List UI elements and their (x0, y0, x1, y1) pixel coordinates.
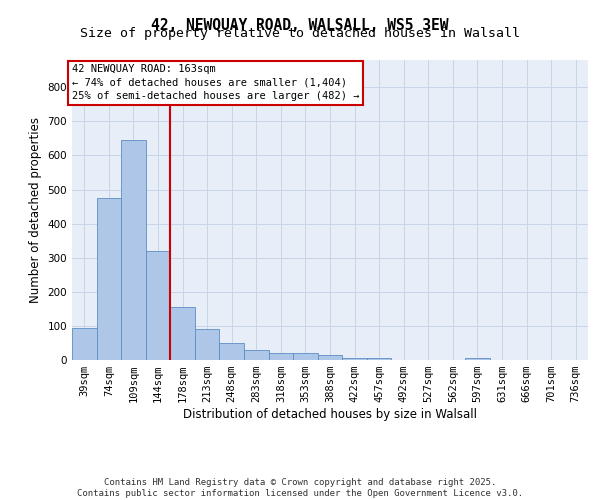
Bar (72, 328, 97, 360)
Bar (170, 307, 195, 360)
Bar (121, 140, 146, 360)
Bar (195, 328, 220, 360)
Bar (318, 355, 342, 360)
Bar (220, 343, 244, 360)
Y-axis label: Number of detached properties: Number of detached properties (29, 117, 42, 303)
Bar (97, 198, 121, 360)
Bar (367, 358, 391, 360)
Text: 42 NEWQUAY ROAD: 163sqm
← 74% of detached houses are smaller (1,404)
25% of semi: 42 NEWQUAY ROAD: 163sqm ← 74% of detache… (72, 64, 359, 101)
Bar (465, 358, 490, 360)
Text: 42, NEWQUAY ROAD, WALSALL, WS5 3EW: 42, NEWQUAY ROAD, WALSALL, WS5 3EW (151, 18, 449, 32)
Bar (293, 353, 318, 360)
Text: Size of property relative to detached houses in Walsall: Size of property relative to detached ho… (80, 28, 520, 40)
Bar (146, 251, 170, 360)
Text: Contains HM Land Registry data © Crown copyright and database right 2025.
Contai: Contains HM Land Registry data © Crown c… (77, 478, 523, 498)
Bar (244, 350, 269, 360)
X-axis label: Distribution of detached houses by size in Walsall: Distribution of detached houses by size … (183, 408, 477, 421)
Bar (269, 352, 293, 360)
Bar (342, 358, 367, 360)
